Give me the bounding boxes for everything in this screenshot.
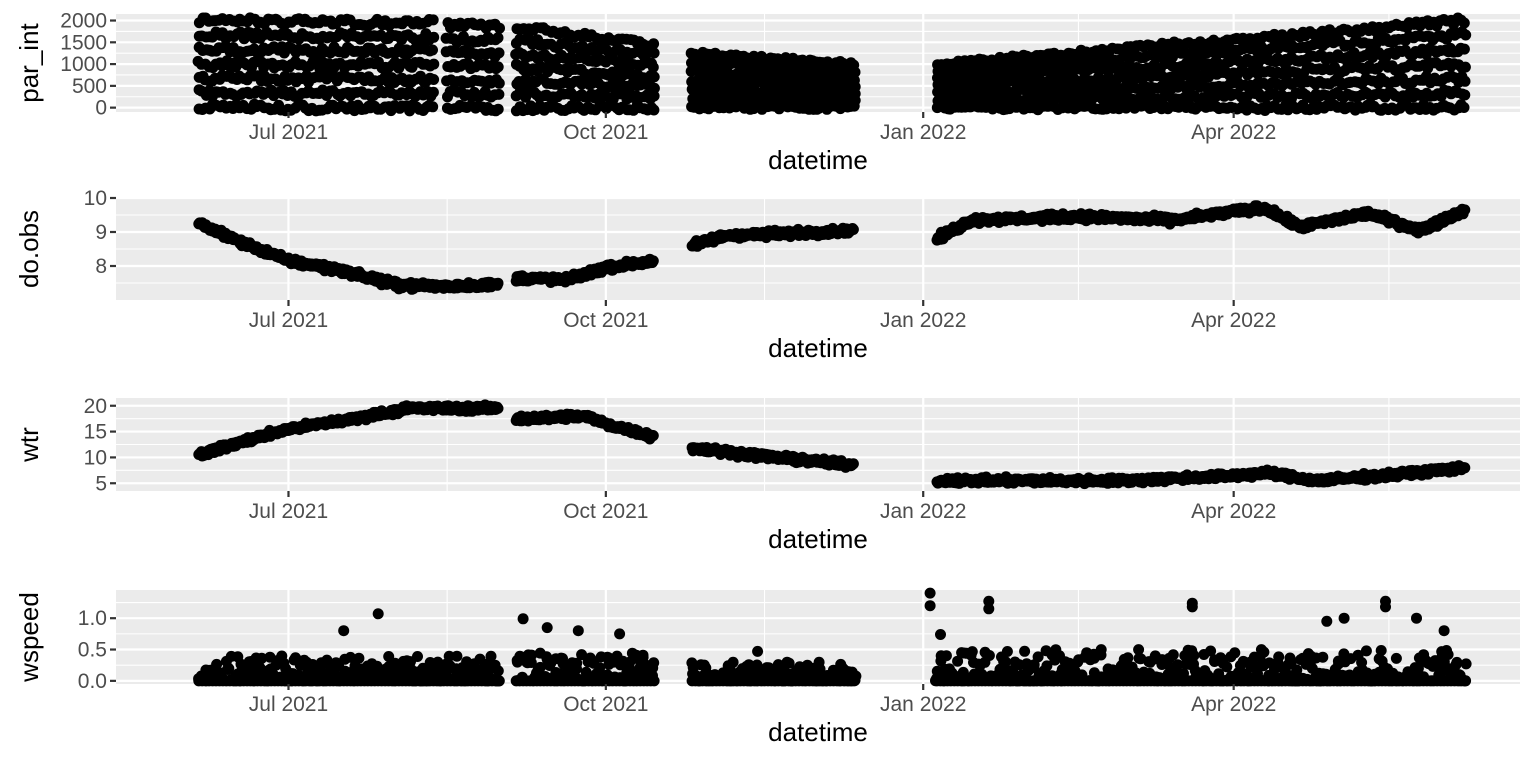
data-point — [647, 255, 659, 267]
x-tick-label: Apr 2022 — [1191, 309, 1276, 332]
data-point — [427, 86, 439, 98]
data-point — [427, 44, 438, 56]
y-tick-label: 0 — [95, 97, 107, 120]
x-axis-title: datetime — [768, 145, 868, 175]
data-point — [428, 74, 440, 85]
y-tick-label: 1500 — [60, 31, 107, 54]
data-point — [493, 47, 505, 59]
data-point — [1458, 102, 1470, 113]
data-point — [848, 59, 860, 71]
data-point — [848, 74, 860, 86]
data-point — [648, 90, 660, 102]
data-point — [1459, 61, 1471, 73]
y-axis-title: do.obs — [14, 210, 44, 288]
data-points — [193, 200, 1471, 295]
data-point — [427, 101, 439, 113]
data-point — [1460, 29, 1472, 41]
data-point — [847, 224, 859, 235]
data-point — [847, 458, 859, 470]
data-point — [494, 22, 505, 34]
data-point — [492, 61, 504, 73]
data-points — [192, 12, 1472, 117]
data-point — [1459, 89, 1471, 101]
y-tick-label: 500 — [72, 75, 107, 98]
data-point — [492, 32, 504, 44]
y-tick-label: 1000 — [60, 53, 107, 76]
data-point — [493, 77, 505, 89]
y-tick-label: 10 — [84, 187, 107, 210]
x-tick-label: Jul 2021 — [249, 309, 328, 332]
data-point — [1458, 17, 1470, 29]
data-point — [492, 103, 504, 115]
y-tick-label: 2000 — [60, 10, 107, 33]
data-point — [493, 88, 505, 100]
data-point — [647, 61, 659, 73]
x-tick-label: Oct 2021 — [563, 309, 648, 332]
data-point — [1459, 75, 1471, 87]
y-axis-title: par_int — [14, 22, 44, 102]
data-point — [427, 14, 439, 26]
data-point — [428, 31, 440, 43]
x-tick-label: Jul 2021 — [249, 121, 328, 144]
data-point — [492, 402, 504, 414]
data-point — [492, 277, 504, 289]
x-tick-label: Jan 2022 — [880, 309, 966, 332]
data-point — [648, 71, 660, 83]
data-point — [1459, 204, 1471, 216]
x-axis-title: datetime — [768, 333, 868, 363]
y-tick-label: 9 — [95, 221, 107, 244]
y-tick-label: 8 — [95, 255, 107, 278]
data-point — [648, 38, 660, 50]
data-point — [648, 82, 660, 94]
data-point — [647, 430, 659, 442]
x-tick-label: Apr 2022 — [1191, 121, 1276, 144]
x-tick-label: Jan 2022 — [880, 121, 966, 144]
data-point — [648, 104, 660, 116]
data-point — [428, 58, 440, 70]
data-point — [1458, 43, 1470, 55]
data-point — [648, 47, 660, 59]
x-tick-label: Oct 2021 — [563, 121, 648, 144]
panel-do-obs: 8 9 10 Jul 2021 Oct 2021 Jan 2022 Apr 2022 date… — [14, 187, 1520, 363]
